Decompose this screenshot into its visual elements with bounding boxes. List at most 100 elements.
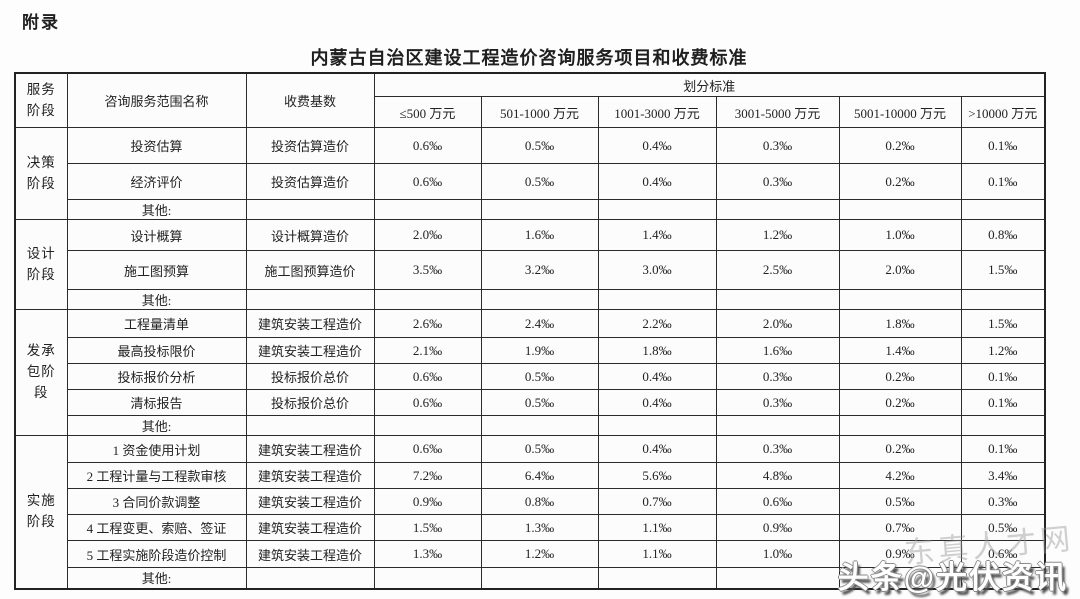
service-name-cell: 工程量清单 <box>66 309 247 338</box>
rate-value-cell: 1.1‰ <box>597 540 717 568</box>
rate-value-cell: 0.6‰ <box>373 163 482 200</box>
table-row: 最高投标限价 建筑安装工程造价 2.1‰ 1.9‰ 1.8‰ 1.6‰ 1.4‰ 1.2‰ <box>15 337 1046 364</box>
rate-value-cell: 0.9‰ <box>715 514 840 541</box>
rate-value-cell: 1.2‰ <box>715 219 840 251</box>
rate-value-cell: 7.2‰ <box>373 462 482 489</box>
stage-label-line: 发承 <box>26 343 56 359</box>
stage-label: 发承 包阶段 <box>14 309 68 436</box>
stage-label-line: 阶段 <box>26 175 56 191</box>
rate-value-cell <box>960 199 1046 220</box>
rate-value-cell <box>715 289 840 310</box>
rate-value-cell: 0.2‰ <box>838 389 962 416</box>
service-name-cell: 3 合同价款调整 <box>66 488 247 515</box>
rate-value-cell: 2.1‰ <box>373 337 482 364</box>
appendix-label: 附录 <box>22 13 60 32</box>
rate-value-cell <box>480 567 599 589</box>
rate-value-cell: 0.1‰ <box>960 435 1046 463</box>
fee-base-cell: 施工图预算造价 <box>245 250 375 290</box>
rate-value-cell: 1.4‰ <box>838 337 962 364</box>
service-name-cell: 4 工程变更、索赔、签证 <box>66 514 247 541</box>
rate-value-cell <box>960 567 1046 589</box>
stage-label-line: 包阶 <box>26 364 56 380</box>
fee-base-cell: 建筑安装工程造价 <box>245 462 375 489</box>
rate-value-cell: 0.1‰ <box>960 389 1046 416</box>
fee-base-cell: 建筑安装工程造价 <box>245 488 375 515</box>
fee-base-cell: 投资估算造价 <box>245 163 375 200</box>
stage-label-line: 决策 <box>26 154 56 170</box>
service-name-cell: 其他: <box>66 199 247 220</box>
rate-value-cell <box>597 567 717 589</box>
rate-value-cell: 1.9‰ <box>480 337 599 364</box>
rate-value-cell: 0.6‰ <box>373 389 482 416</box>
service-name-cell: 设计概算 <box>66 219 247 251</box>
rate-value-cell: 0.3‰ <box>715 163 840 200</box>
col-header-base: 收费基数 <box>245 72 375 128</box>
table-row: 4 工程变更、索赔、签证 建筑安装工程造价 1.5‰ 1.3‰ 1.1‰ 0.9‰ 0.7‰… <box>15 514 1046 541</box>
rate-value-cell: 0.3‰ <box>960 488 1046 515</box>
col-header-range-5: 5001-10000 万元 <box>838 96 962 128</box>
rate-value-cell: 3.2‰ <box>480 250 599 290</box>
rate-value-cell: 0.4‰ <box>597 363 717 390</box>
rate-value-cell: 2.6‰ <box>373 309 482 338</box>
rate-value-cell <box>373 289 482 310</box>
table-row: 发承 包阶段工程量清单 建筑安装工程造价 2.6‰ 2.4‰ 2.2‰ 2.0‰ 1.8‰ 1.… <box>14 309 1046 436</box>
rate-value-cell <box>373 415 482 436</box>
fee-base-cell: 投资估算造价 <box>245 127 375 164</box>
rate-value-cell: 1.5‰ <box>960 309 1046 338</box>
source-watermark: 头条@光伏资讯 <box>837 560 1068 595</box>
fee-base-cell: 建筑安装工程造价 <box>245 540 375 568</box>
rate-value-cell: 0.8‰ <box>960 219 1046 251</box>
fee-base-cell: 建筑安装工程造价 <box>245 435 375 463</box>
rate-value-cell: 1.0‰ <box>715 540 840 568</box>
rate-value-cell: 0.5‰ <box>960 514 1046 541</box>
rate-value-cell: 0.6‰ <box>960 540 1046 568</box>
table-row: 经济评价 投资估算造价 0.6‰ 0.5‰ 0.4‰ 0.3‰ 0.2‰ 0.1‰ <box>15 163 1046 200</box>
col-header-scope: 咨询服务范围名称 <box>66 72 247 128</box>
service-name-cell: 1 资金使用计划 <box>66 435 247 463</box>
rate-value-cell: 5.6‰ <box>597 462 717 489</box>
service-name-cell: 其他: <box>66 567 247 589</box>
rate-value-cell: 1.2‰ <box>480 540 599 568</box>
rate-value-cell: 0.2‰ <box>838 163 962 200</box>
stage-label: 实施 阶段 <box>14 435 68 589</box>
rate-value-cell: 0.5‰ <box>480 389 599 416</box>
rate-value-cell <box>715 199 840 220</box>
rate-value-cell <box>715 415 840 436</box>
rate-value-cell <box>960 289 1046 310</box>
table-row: 清标报告 投标报价总价 0.6‰ 0.5‰ 0.4‰ 0.3‰ 0.2‰ 0.1‰ <box>15 389 1046 416</box>
rate-value-cell: 1.3‰ <box>480 514 599 541</box>
service-name-cell: 投标报价分析 <box>66 363 247 390</box>
rate-value-cell: 2.5‰ <box>715 250 840 290</box>
rate-value-cell: 3.4‰ <box>960 462 1046 489</box>
rate-value-cell <box>597 415 717 436</box>
rate-value-cell: 0.3‰ <box>715 435 840 463</box>
rate-value-cell: 0.5‰ <box>480 127 599 164</box>
table-row: 设计 阶段 设计概算 设计概算造价 2.0‰ 1.6‰ 1.4‰ 1.2‰ 1.0‰ 0.8‰ <box>14 219 1046 310</box>
fee-base-cell: 建筑安装工程造价 <box>245 337 375 364</box>
table-row: 其他: <box>15 415 1046 436</box>
rate-value-cell: 0.4‰ <box>597 435 717 463</box>
table-row: 决策 阶段 投资估算 投资估算造价 0.6‰ 0.5‰ 0.4‰ 0.3‰ 0.2‰ 0.1‰ <box>14 127 1046 220</box>
rate-value-cell: 2.0‰ <box>373 219 482 251</box>
rate-value-cell: 1.5‰ <box>960 250 1046 290</box>
service-name-cell: 施工图预算 <box>66 250 247 290</box>
rate-value-cell: 0.9‰ <box>373 488 482 515</box>
table-row: 5 工程实施阶段造价控制 建筑安装工程造价 1.3‰ 1.2‰ 1.1‰ 1.0‰ 0.9‰… <box>15 540 1046 568</box>
table-row: 3 合同价款调整 建筑安装工程造价 0.9‰ 0.8‰ 0.7‰ 0.6‰ 0.5‰ 0.3‰ <box>15 488 1046 515</box>
rate-value-cell: 3.5‰ <box>373 250 482 290</box>
col-header-range-3: 1001-3000 万元 <box>597 96 717 128</box>
rate-value-cell: 0.5‰ <box>480 363 599 390</box>
rate-value-cell <box>373 567 482 589</box>
rate-value-cell: 1.5‰ <box>373 514 482 541</box>
rate-value-cell: 0.2‰ <box>838 363 962 390</box>
rate-value-cell: 0.6‰ <box>373 435 482 463</box>
table-row: 其他: <box>15 289 1046 310</box>
rate-value-cell: 0.1‰ <box>960 127 1046 164</box>
fee-standard-table: 服务 阶段 咨询服务范围名称 收费基数 划分标准 ≤500 万元 501-100… <box>14 72 1047 590</box>
service-name-cell: 其他: <box>66 289 247 310</box>
service-name-cell: 2 工程计量与工程款审核 <box>66 462 247 489</box>
rate-value-cell: 4.2‰ <box>838 462 962 489</box>
rate-value-cell: 1.2‰ <box>960 337 1046 364</box>
rate-value-cell: 2.0‰ <box>838 250 962 290</box>
rate-value-cell: 1.0‰ <box>838 219 962 251</box>
